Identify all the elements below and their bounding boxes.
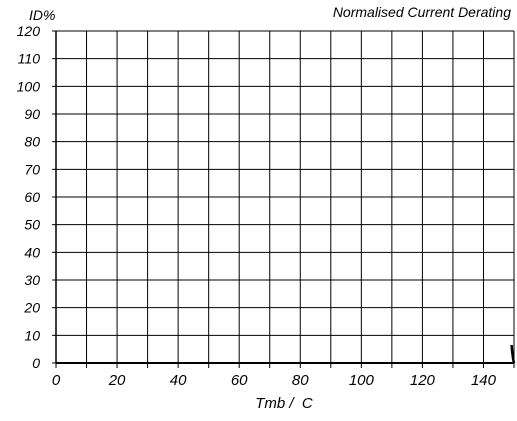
y-tick-label: 120 [17, 23, 41, 39]
series-line [510, 344, 516, 364]
x-tick-label: 120 [410, 372, 436, 389]
y-tick-label: 70 [24, 161, 40, 177]
y-tick-label: 110 [18, 51, 41, 67]
y-tick-label: 0 [32, 355, 40, 371]
y-tick-label: 100 [17, 78, 41, 94]
x-tick-label: 40 [170, 372, 187, 389]
x-tick-label: 140 [471, 372, 497, 389]
x-tick-labels: 0 20 40 60 80 100 120 140 [52, 372, 497, 389]
x-tick-label: 80 [292, 372, 309, 389]
y-tick-label: 10 [24, 327, 40, 343]
x-tick-label: 0 [52, 372, 61, 389]
y-tick-label: 60 [24, 189, 40, 205]
x-tick-label: 20 [108, 372, 126, 389]
y-tick-label: 80 [24, 134, 40, 150]
series [510, 344, 516, 364]
y-tick-label: 20 [23, 300, 40, 316]
x-axis-label: Tmb / C [255, 395, 313, 412]
y-tick-label: 30 [24, 272, 40, 288]
y-tick-label: 90 [24, 106, 40, 122]
x-tick-label: 60 [231, 372, 248, 389]
y-axis-label: ID% [29, 7, 55, 23]
y-tick-labels: 0 10 20 30 40 50 60 70 80 90 100 110 120 [17, 23, 41, 371]
grid [56, 30, 515, 363]
x-tick-label: 100 [349, 372, 375, 389]
y-tick-label: 40 [24, 244, 40, 260]
chart-title: Normalised Current Derating [333, 4, 511, 20]
y-tick-label: 50 [24, 217, 40, 233]
axis-ticks [52, 30, 515, 368]
